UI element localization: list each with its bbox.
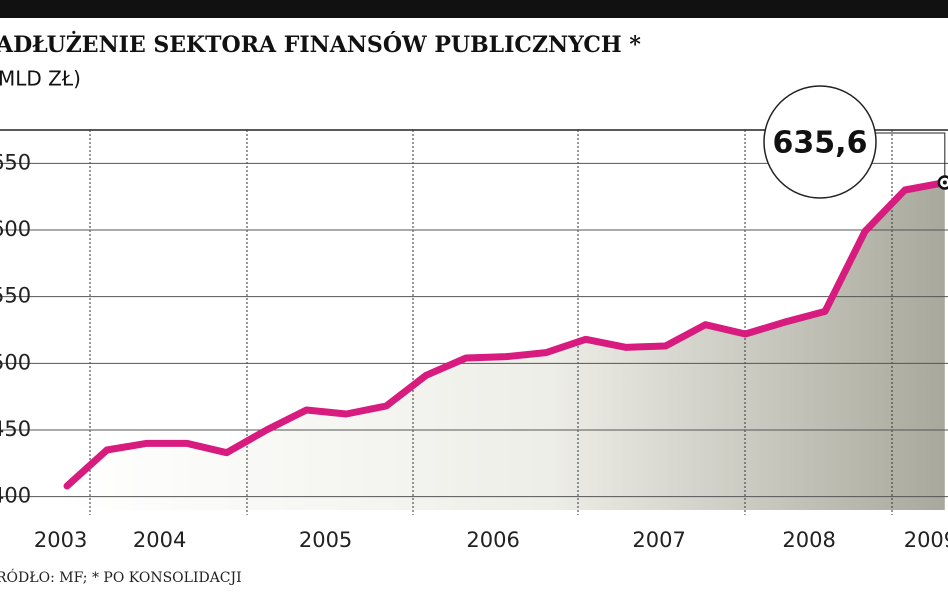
area bbox=[67, 182, 945, 511]
callout-line bbox=[872, 132, 946, 183]
chart-subtitle: MLD ZŁ) bbox=[0, 67, 81, 91]
line bbox=[63, 179, 948, 490]
y-tick-label: 600 bbox=[0, 217, 31, 241]
point-dot bbox=[942, 180, 947, 185]
value-label: 635,6 bbox=[773, 126, 868, 161]
x-tick-label: 2003 bbox=[34, 528, 87, 552]
y-tick-label: 500 bbox=[0, 350, 31, 374]
x-tick-label: 2006 bbox=[466, 528, 519, 552]
x-tick-label: 2004 bbox=[133, 528, 186, 552]
top-bar bbox=[0, 0, 948, 18]
source: RÓDŁO: MF; * PO KONSOLIDACJI bbox=[0, 568, 242, 586]
y-tick-label: 450 bbox=[0, 417, 31, 441]
callout-circle bbox=[763, 85, 877, 199]
x-tick-label: 2005 bbox=[299, 528, 352, 552]
y-tick-label: 550 bbox=[0, 284, 31, 308]
chart-title: ADŁUŻENIE SEKTORA FINANSÓW PUBLICZNYCH * bbox=[0, 30, 641, 58]
x-tick-label: 2007 bbox=[632, 528, 685, 552]
y-tick-label: 650 bbox=[0, 150, 31, 174]
vertical-dividers bbox=[89, 130, 893, 515]
y-tick-label: 400 bbox=[0, 484, 31, 508]
x-tick-label: 2008 bbox=[782, 528, 835, 552]
x-tick-label: 2009 bbox=[904, 528, 948, 552]
